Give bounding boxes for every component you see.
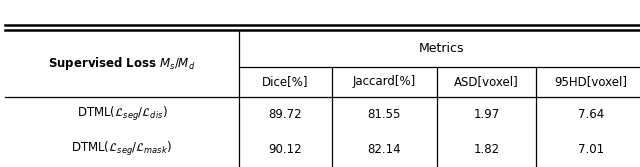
Text: 1.82: 1.82 [474,143,500,156]
Text: ASD[voxel]: ASD[voxel] [454,75,519,88]
Text: DTML($\mathcal{L}_{seg}/\mathcal{L}_{mask}$): DTML($\mathcal{L}_{seg}/\mathcal{L}_{mas… [72,140,172,158]
Text: 95HD[voxel]: 95HD[voxel] [554,75,627,88]
Text: 82.14: 82.14 [367,143,401,156]
Text: 1.97: 1.97 [474,108,500,121]
Text: Metrics: Metrics [419,42,465,55]
Text: 7.01: 7.01 [578,143,604,156]
Text: 90.12: 90.12 [268,143,302,156]
Text: 81.55: 81.55 [367,108,401,121]
Text: Jaccard[%]: Jaccard[%] [353,75,416,88]
Text: $\mathbf{Supervised\ Loss}\ M_s/M_d$: $\mathbf{Supervised\ Loss}\ M_s/M_d$ [48,55,196,72]
Text: DTML($\mathcal{L}_{seg}/\mathcal{L}_{dis}$): DTML($\mathcal{L}_{seg}/\mathcal{L}_{dis… [77,105,167,123]
Text: 7.64: 7.64 [577,108,604,121]
Text: 89.72: 89.72 [268,108,302,121]
Text: Dice[%]: Dice[%] [262,75,308,88]
